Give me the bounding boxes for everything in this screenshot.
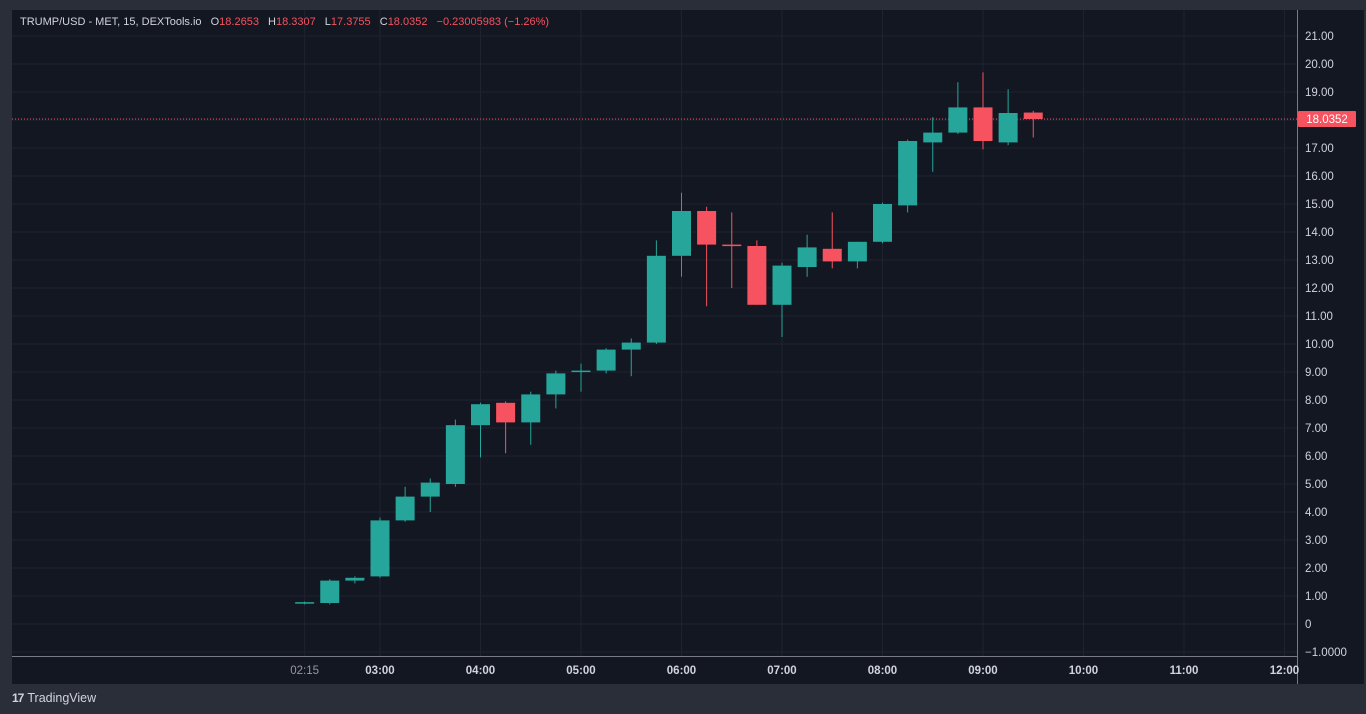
y-tick-label: 9.00 — [1305, 367, 1327, 379]
y-tick-label: 2.00 — [1305, 563, 1327, 575]
candle-body[interactable] — [697, 211, 717, 245]
symbol-legend: TRUMP/USD - MET, 15, DEXTools.io O18.265… — [20, 16, 549, 28]
x-tick-label: 05:00 — [566, 665, 595, 677]
legend-symbol: TRUMP/USD - MET, 15, DEXTools.io — [20, 16, 202, 28]
candle-body[interactable] — [471, 404, 490, 426]
last-price-label: 18.0352 — [1306, 114, 1348, 126]
legend-high-label: H — [268, 16, 276, 28]
x-tick-label: 07:00 — [767, 665, 796, 677]
x-tick-label: 04:00 — [466, 665, 495, 677]
candle-body[interactable] — [621, 342, 641, 350]
candle-body[interactable] — [445, 425, 465, 484]
x-tick-label: 09:00 — [968, 665, 997, 677]
tradingview-logo-icon: 17 — [12, 691, 24, 705]
y-tick-label: 21.00 — [1305, 31, 1334, 43]
legend-open-label: O — [210, 16, 220, 28]
x-tick-label: 10:00 — [1069, 665, 1098, 677]
y-tick-label: 0 — [1305, 619, 1311, 631]
y-tick-label: 15.00 — [1305, 199, 1334, 211]
y-tick-label: 11.00 — [1305, 311, 1333, 323]
candle-body[interactable] — [998, 113, 1018, 143]
y-tick-label: 4.00 — [1305, 507, 1327, 519]
candle-body[interactable] — [1023, 112, 1043, 120]
candle-body[interactable] — [772, 265, 792, 305]
candle-body[interactable] — [295, 602, 315, 604]
legend-low-value: 17.3755 — [330, 16, 371, 28]
x-tick-label: 11:00 — [1170, 665, 1199, 677]
candle-body[interactable] — [747, 246, 767, 305]
y-tick-label: 14.00 — [1305, 227, 1334, 239]
candle-body[interactable] — [797, 247, 817, 267]
y-tick-label: 8.00 — [1305, 395, 1327, 407]
x-tick-label: 08:00 — [868, 665, 897, 677]
candle-body[interactable] — [722, 244, 742, 247]
candle-body[interactable] — [822, 248, 842, 262]
y-tick-label: −1.0000 — [1305, 647, 1347, 659]
candle-body[interactable] — [596, 349, 616, 371]
tradingview-name: TradingView — [27, 691, 97, 705]
candle-body[interactable] — [898, 141, 918, 206]
legend-high-value: 18.3307 — [275, 16, 316, 28]
y-tick-label: 1.00 — [1305, 591, 1327, 603]
candle-body[interactable] — [496, 402, 516, 423]
y-tick-label: 16.00 — [1305, 171, 1334, 183]
candle-body[interactable] — [847, 241, 867, 262]
last-price-badge — [1298, 111, 1356, 128]
y-tick-label: 10.00 — [1305, 339, 1334, 351]
legend-open-value: 18.2653 — [219, 16, 259, 28]
y-tick-label: 5.00 — [1305, 479, 1327, 491]
y-tick-label: 17.00 — [1305, 143, 1334, 155]
y-tick-label: 13.00 — [1305, 255, 1334, 267]
candle-body[interactable] — [395, 496, 415, 521]
candle-body[interactable] — [873, 204, 892, 242]
candle-body[interactable] — [370, 520, 390, 577]
y-tick-label: 19.00 — [1305, 87, 1334, 99]
candle-body[interactable] — [923, 132, 943, 143]
candle-body[interactable] — [672, 211, 691, 256]
plot-background — [12, 10, 1364, 684]
tradingview-branding[interactable]: 17 TradingView — [12, 691, 96, 705]
x-tick-label: 02:15 — [290, 665, 319, 677]
legend-low-label: L — [324, 16, 331, 28]
x-tick-label: 06:00 — [667, 665, 696, 677]
candle-body[interactable] — [320, 580, 340, 603]
candle-body[interactable] — [345, 577, 365, 581]
y-tick-label: 12.00 — [1305, 283, 1334, 295]
candle-body[interactable] — [420, 482, 440, 497]
legend-close-value: 18.0352 — [387, 16, 428, 28]
candle-body[interactable] — [571, 370, 591, 373]
x-tick-label: 12:00 — [1270, 665, 1299, 677]
legend-change: −0.23005983 (−1.26%) — [436, 16, 550, 28]
candle-body[interactable] — [646, 255, 666, 343]
y-tick-label: 7.00 — [1305, 423, 1327, 435]
candle-body[interactable] — [973, 107, 993, 141]
y-tick-label: 6.00 — [1305, 451, 1327, 463]
y-tick-label: 20.00 — [1305, 59, 1334, 71]
x-tick-label: 03:00 — [365, 665, 394, 677]
candle-body[interactable] — [546, 373, 566, 395]
y-tick-label: 3.00 — [1305, 535, 1327, 547]
candle-body[interactable] — [521, 394, 541, 423]
candle-body[interactable] — [948, 107, 968, 133]
legend-close-label: C — [379, 16, 388, 28]
